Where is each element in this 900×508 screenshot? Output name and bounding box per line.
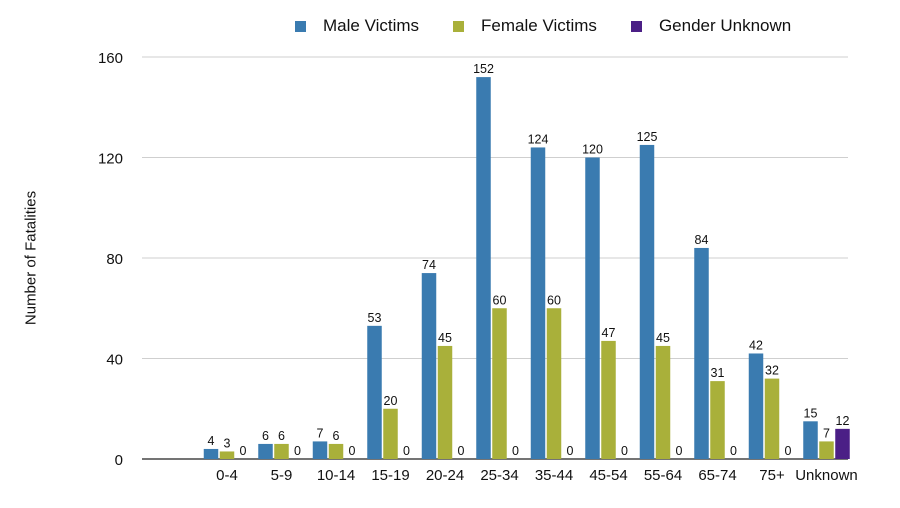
data-label: 31 [711,366,725,380]
data-label: 0 [512,444,519,458]
bar [367,325,382,459]
data-label: 152 [473,62,494,76]
data-label: 12 [836,414,850,428]
y-tick-label: 40 [106,352,123,369]
y-tick-label: 0 [115,452,123,469]
x-tick-label: 45-54 [589,467,627,484]
x-tick-label: Unknown [795,467,858,484]
bar [492,308,507,459]
data-label: 15 [804,406,818,420]
legend-item-unknown: Gender Unknown [630,16,792,36]
legend-item-male: Male Victims [295,16,419,36]
x-tick-label: 25-34 [480,467,518,484]
x-tick-label: 10-14 [317,467,355,484]
x-tick-label: 20-24 [426,467,464,484]
legend-label-female: Female Victims [481,16,597,35]
bar [383,408,398,459]
x-tick-label: 5-9 [271,467,293,484]
bar [585,157,600,459]
data-label: 45 [438,331,452,345]
data-label: 125 [637,130,658,144]
bar [601,340,616,459]
data-label: 45 [656,331,670,345]
data-label: 0 [730,444,737,458]
bar [639,144,655,459]
bar [546,308,562,459]
data-label: 120 [582,143,603,157]
bar [328,443,344,459]
bar [258,443,273,459]
legend-swatch-male [295,20,306,32]
y-axis-title: Number of Fatalities [22,190,40,326]
data-label: 124 [528,132,549,146]
data-label: 4 [208,434,215,448]
data-label: 0 [240,444,247,458]
data-label: 7 [823,426,830,440]
data-label: 0 [676,444,683,458]
x-tick-label: 0-4 [216,467,238,484]
bar [803,421,818,459]
bar [203,448,219,459]
legend-swatch-unknown [630,20,642,32]
legend-item-female: Female Victims [453,16,597,36]
legend-label-male: Male Victims [323,16,420,35]
legend: Male Victims Female Victims Gender Unkno… [295,16,825,36]
data-label: 0 [294,444,301,458]
x-tick-label: 55-64 [644,467,682,484]
bar [694,247,709,459]
bar [274,443,289,459]
y-tick-label: 80 [106,251,123,268]
bar [835,428,850,459]
data-label: 0 [458,444,465,458]
x-tick-label: 15-19 [371,467,409,484]
data-label: 0 [785,444,792,458]
bar [655,345,671,459]
bar [748,353,764,459]
bar [819,441,834,459]
data-label: 6 [333,429,340,443]
bar [476,77,491,459]
bar [219,451,235,459]
data-label: 6 [262,429,269,443]
data-label: 47 [602,326,616,340]
y-tick-label: 160 [98,50,123,67]
bar [764,378,780,459]
data-label: 84 [695,233,709,247]
legend-swatch-female [453,20,465,32]
legend-label-unknown: Gender Unknown [658,16,792,35]
bar [312,441,328,459]
data-label: 0 [349,444,356,458]
data-label: 20 [384,394,398,408]
data-label: 53 [368,311,382,325]
data-label: 7 [317,426,324,440]
data-label: 6 [278,429,285,443]
data-label: 74 [422,258,436,272]
data-label: 32 [765,364,779,378]
x-tick-label: 75+ [759,467,785,484]
data-label: 60 [493,293,507,307]
data-label: 0 [621,444,628,458]
x-tick-label: 65-74 [698,467,736,484]
data-label: 0 [567,444,574,458]
bar [710,381,725,459]
data-label: 3 [224,436,231,450]
data-label: 60 [547,293,561,307]
y-tick-label: 120 [98,151,123,168]
data-label: 42 [749,338,763,352]
x-tick-label: 35-44 [535,467,573,484]
bar [421,273,437,459]
bar [530,147,546,459]
data-label: 0 [403,444,410,458]
bar [437,345,453,459]
